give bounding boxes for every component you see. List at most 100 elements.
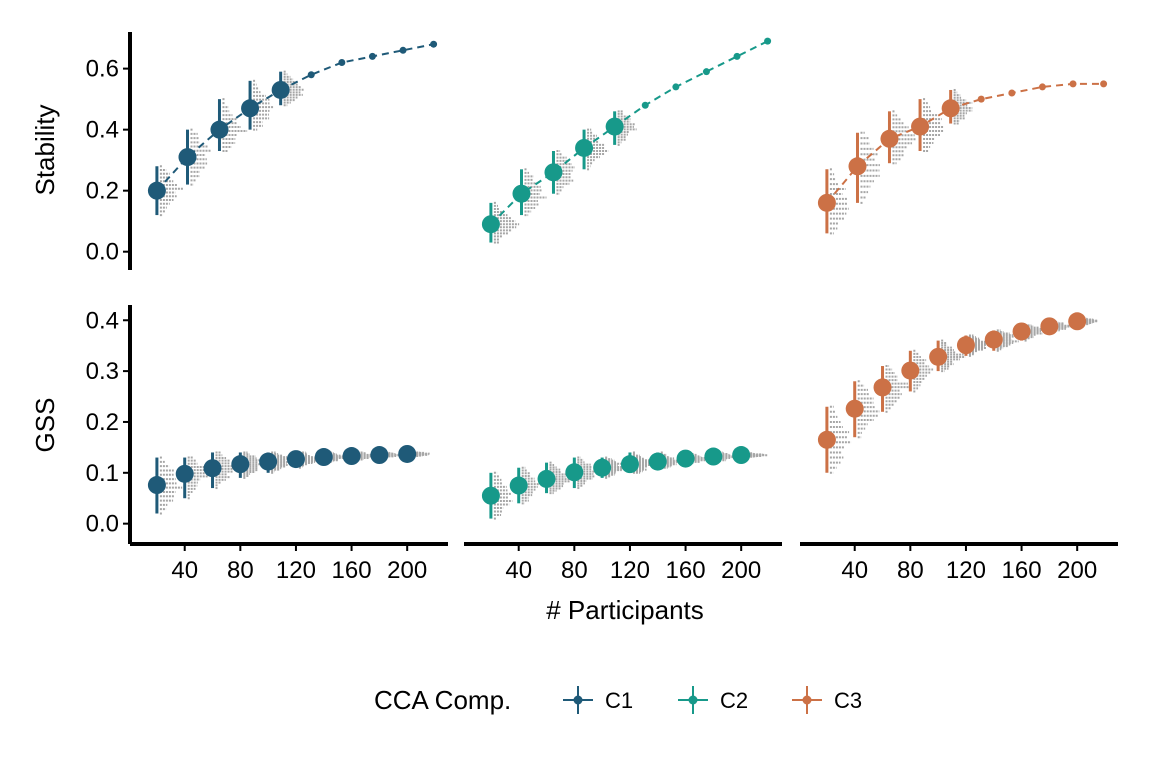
- data-point-row-1-col-1-9: [732, 446, 751, 465]
- data-point-row-1-col-0-8: [370, 446, 389, 465]
- data-point-row-1-col-1-4: [593, 458, 612, 477]
- extrapolated-point-row-0-col-0-1: [338, 59, 346, 67]
- data-point-row-0-col-1-4: [605, 117, 624, 136]
- data-point-row-1-col-2-5: [956, 336, 975, 355]
- data-point-row-1-col-2-7: [1012, 322, 1031, 341]
- data-point-row-0-col-0-4: [271, 80, 290, 99]
- data-point-row-0-col-1-2: [544, 163, 563, 182]
- extrapolated-point-row-0-col-2-3: [1069, 80, 1077, 88]
- x-tick-label-col-1-2: 120: [610, 557, 650, 584]
- data-point-row-1-col-1-5: [620, 455, 639, 474]
- data-point-row-0-col-2-3: [911, 117, 930, 136]
- extrapolated-point-row-0-col-1-1: [672, 83, 680, 91]
- panel-row-0-col-0: [147, 40, 438, 217]
- data-point-row-0-col-2-4: [941, 99, 960, 118]
- extrapolated-point-row-0-col-0-0: [307, 71, 315, 79]
- data-point-row-0-col-0-3: [241, 99, 260, 118]
- data-point-row-1-col-0-3: [231, 455, 250, 474]
- data-point-row-1-col-1-0: [481, 486, 500, 505]
- data-point-row-0-col-0-0: [147, 181, 166, 200]
- data-point-row-1-col-1-6: [648, 452, 667, 471]
- data-point-row-1-col-0-7: [342, 447, 361, 466]
- data-point-row-1-col-0-1: [175, 464, 194, 483]
- data-point-row-1-col-0-5: [286, 450, 305, 469]
- extrapolated-point-row-0-col-0-3: [399, 46, 407, 54]
- data-point-row-1-col-0-2: [203, 459, 222, 478]
- data-point-row-1-col-2-2: [873, 378, 892, 397]
- legend-key-point-C2: [688, 695, 698, 705]
- panel-row-1-col-0: [147, 444, 430, 515]
- data-point-row-0-col-1-1: [512, 184, 531, 203]
- x-tick-label-col-0-4: 200: [387, 557, 427, 584]
- x-tick-label-col-2-3: 160: [1002, 557, 1042, 584]
- extrapolated-point-row-0-col-1-0: [641, 101, 649, 109]
- extrapolated-point-row-0-col-0-4: [430, 40, 438, 48]
- y-tick-label-row-1-2: 0.2: [86, 409, 119, 436]
- data-point-row-0-col-2-1: [848, 157, 867, 176]
- data-point-row-1-col-2-9: [1068, 312, 1087, 331]
- data-point-row-1-col-2-0: [817, 430, 836, 449]
- extrapolated-point-row-0-col-1-4: [764, 37, 772, 45]
- data-point-row-1-col-1-7: [676, 449, 695, 468]
- extrapolated-point-row-0-col-1-2: [702, 68, 710, 76]
- x-tick-label-col-1-0: 40: [505, 557, 532, 584]
- x-tick-label-col-0-1: 80: [227, 557, 254, 584]
- x-tick-label-col-1-4: 200: [721, 557, 761, 584]
- legend-label-C1: C1: [605, 688, 633, 713]
- panel-row-0-col-2: [817, 80, 1108, 235]
- data-point-row-0-col-2-0: [817, 193, 836, 212]
- extrapolated-point-row-0-col-1-3: [733, 52, 741, 60]
- panel-row-1-col-2: [817, 312, 1098, 474]
- y-tick-label-row-0-0: 0.0: [86, 239, 119, 266]
- data-point-row-0-col-0-1: [178, 148, 197, 167]
- x-tick-label-col-2-0: 40: [841, 557, 868, 584]
- extrapolation-line-row-0-col-0: [280, 43, 434, 91]
- x-tick-label-col-0-0: 40: [171, 557, 198, 584]
- x-tick-label-col-2-4: 200: [1057, 557, 1097, 584]
- extrapolation-line-row-0-col-1: [614, 40, 769, 128]
- extrapolation-line-row-0-col-2: [950, 82, 1104, 110]
- data-point-row-1-col-1-8: [704, 447, 723, 466]
- extrapolated-point-row-0-col-2-4: [1100, 80, 1108, 88]
- legend-title: CCA Comp.: [374, 685, 511, 715]
- y-tick-label-row-1-0: 0.0: [86, 511, 119, 538]
- data-point-row-0-col-1-3: [575, 138, 594, 157]
- legend-label-C2: C2: [720, 688, 748, 713]
- data-point-row-1-col-2-4: [929, 347, 948, 366]
- data-point-row-1-col-2-6: [984, 330, 1003, 349]
- legend: CCA Comp. C1 C2 C3: [374, 685, 862, 715]
- panel-row-1-col-1: [481, 446, 768, 520]
- data-point-row-1-col-1-1: [509, 476, 528, 495]
- extrapolated-point-row-0-col-2-1: [1008, 89, 1016, 97]
- x-tick-label-col-1-3: 160: [666, 557, 706, 584]
- x-tick-label-col-1-1: 80: [561, 557, 588, 584]
- data-point-row-1-col-0-4: [259, 452, 278, 471]
- y-axis-title-gss: GSS: [30, 398, 60, 453]
- x-tick-label-col-0-2: 120: [276, 557, 316, 584]
- legend-label-C3: C3: [834, 688, 862, 713]
- extrapolated-point-row-0-col-2-2: [1038, 83, 1046, 91]
- data-point-row-1-col-0-9: [398, 444, 417, 463]
- data-point-row-0-col-2-2: [880, 129, 899, 148]
- extrapolated-point-row-0-col-0-2: [368, 52, 376, 60]
- panel-row-0-col-1: [481, 37, 772, 244]
- x-axis-title: # Participants: [546, 595, 704, 625]
- y-tick-label-row-0-1: 0.2: [86, 178, 119, 205]
- y-tick-label-row-1-4: 0.4: [86, 307, 119, 334]
- data-point-row-1-col-1-3: [565, 463, 584, 482]
- data-point-row-1-col-2-1: [845, 399, 864, 418]
- data-point-row-0-col-0-2: [210, 120, 229, 139]
- data-point-row-1-col-0-0: [147, 476, 166, 495]
- extrapolated-point-row-0-col-2-0: [977, 95, 985, 103]
- y-axis-title-stability: Stability: [30, 104, 60, 195]
- y-tick-label-row-0-3: 0.6: [86, 56, 119, 83]
- observed-line-row-0-col-1: [490, 125, 616, 225]
- panels: 0.0 0.2 0.4 0.6 0.0 0.1 0.2 0.3 0.4 40 80 120 160 200…: [86, 32, 1118, 584]
- data-point-row-1-col-2-3: [901, 361, 920, 380]
- data-point-row-1-col-1-2: [537, 469, 556, 488]
- x-tick-label-col-0-3: 160: [332, 557, 372, 584]
- data-point-row-0-col-1-0: [481, 215, 500, 234]
- data-point-row-1-col-0-6: [314, 448, 333, 467]
- data-point-row-1-col-2-8: [1040, 317, 1059, 336]
